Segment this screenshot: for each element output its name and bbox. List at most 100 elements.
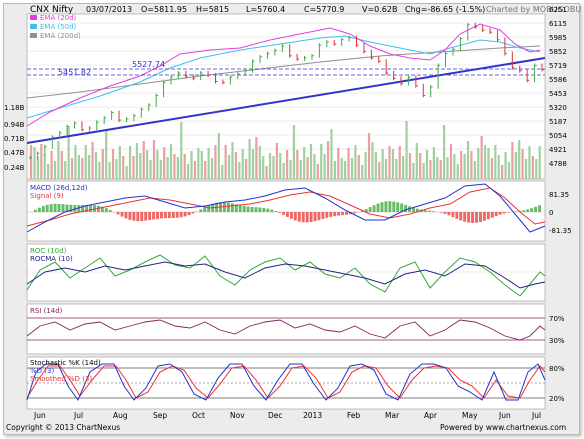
macd-hist-bar [187, 212, 191, 216]
volume-bar [176, 157, 179, 179]
macd-hist-bar [384, 201, 388, 212]
volume-bar [480, 136, 483, 179]
x-tick-label: Mar [385, 411, 400, 420]
volume-bar [483, 145, 487, 179]
volume-bar [436, 157, 439, 179]
macd-histogram [33, 201, 541, 223]
x-tick-label: Jun [33, 411, 46, 420]
macd-hist-bar [526, 209, 530, 212]
price-y-ticks: 6251 6115 5985 5852 5719 5586 5453 5320 … [549, 6, 567, 168]
volume-bar [118, 146, 121, 179]
volume-bar [289, 160, 292, 179]
rocma-line [26, 261, 546, 289]
volume-bar [74, 145, 77, 179]
volume-bar [163, 147, 166, 179]
price-tick: 5852 [549, 48, 567, 56]
volume-bar [77, 155, 80, 179]
price-tick: 5586 [549, 76, 567, 84]
macd-hist-bar [376, 203, 380, 212]
macd-hist-bar [447, 212, 451, 216]
volume-bar [419, 153, 422, 179]
macd-hist-bar [522, 210, 526, 212]
macd-hist-bar [136, 212, 140, 222]
volume-bar [456, 164, 459, 179]
macd-hist-bar [352, 212, 356, 214]
macd-hist-bar [412, 207, 415, 212]
volume-bar [149, 160, 152, 179]
x-tick-label: Feb [347, 411, 361, 420]
volume-bar [432, 147, 435, 179]
macd-hist-bar [301, 212, 305, 223]
ema50-line [26, 35, 541, 119]
macd-hist-bar [321, 212, 325, 219]
volume-bar [50, 151, 53, 179]
macd-hist-bar [482, 212, 486, 221]
x-tick-label: May [462, 411, 478, 420]
volume-bar [183, 154, 186, 179]
volume-bar [132, 156, 135, 179]
volume-bar [156, 150, 159, 179]
volume-bar [501, 165, 504, 179]
volume-bar [412, 163, 415, 179]
macd-hist-bar [85, 204, 89, 212]
volume-tick: 0.24B [4, 164, 25, 172]
volume-bar [248, 139, 251, 179]
volume-bar [538, 146, 541, 179]
macd-hist-bar [400, 203, 404, 212]
macd-hist-bar [116, 212, 120, 215]
volume-bar [238, 162, 241, 179]
macd-hist-bar [57, 203, 61, 212]
support-trendline [26, 57, 546, 144]
macd-hist-bar [345, 212, 349, 215]
volume-bar [166, 157, 169, 179]
volume-bar [190, 151, 193, 179]
volume-bar [415, 143, 418, 179]
price-gridlines [27, 22, 545, 150]
macd-hist-bar [274, 211, 278, 212]
volume-bar [255, 137, 258, 179]
volume-bar [354, 145, 357, 179]
volume-bar [507, 162, 511, 179]
volume-bar [357, 155, 360, 179]
macd-hist-bar [77, 205, 81, 212]
volume-bar [296, 150, 299, 179]
x-tick-label: Jul [73, 411, 83, 420]
macd-hist-bar [534, 206, 538, 212]
macd-hist-bar [502, 212, 506, 214]
macd-hist-bar [329, 212, 333, 217]
macd-hist-bar [41, 206, 45, 212]
volume-bar [299, 160, 302, 179]
macd-hist-bar [388, 201, 392, 212]
macd-hist-bar [530, 208, 534, 212]
macd-hist-bar [81, 204, 85, 212]
macd-hist-bar [203, 207, 207, 212]
volume-bar [180, 122, 183, 179]
volume-bar [487, 148, 490, 179]
macd-hist-bar [266, 208, 270, 212]
macd-hist-bar [128, 212, 132, 220]
macd-hist-bar [183, 212, 187, 217]
ema20-line [26, 23, 541, 127]
macd-hist-bar [49, 204, 53, 212]
macd-hist-bar [360, 210, 364, 212]
macd-hist-bar [163, 212, 167, 219]
volume-bar [193, 161, 197, 179]
volume-label: V=0.62B [362, 5, 397, 14]
x-tick-label: Jul [531, 411, 541, 420]
rsi-legend-label: RSI (14d) [30, 307, 63, 315]
volume-bar [53, 161, 57, 179]
macd-hist-bar [171, 212, 175, 218]
symbol-label: CNX Nifty [30, 5, 74, 15]
volume-bar [337, 148, 340, 179]
macd-hist-bar [199, 209, 203, 212]
macd-tick: -81.35 [549, 227, 572, 235]
volume-bar [490, 158, 494, 179]
volume-bar [67, 126, 70, 179]
volume-bar [231, 142, 234, 179]
macd-hist-bar [415, 208, 419, 212]
volume-bar [378, 162, 381, 179]
macd-signal-line [26, 187, 546, 227]
volume-bar [292, 125, 296, 179]
change-label: Chg=-86.65 (-1.5%) [405, 5, 485, 14]
level-label-5527: 5527.74 [132, 60, 165, 69]
